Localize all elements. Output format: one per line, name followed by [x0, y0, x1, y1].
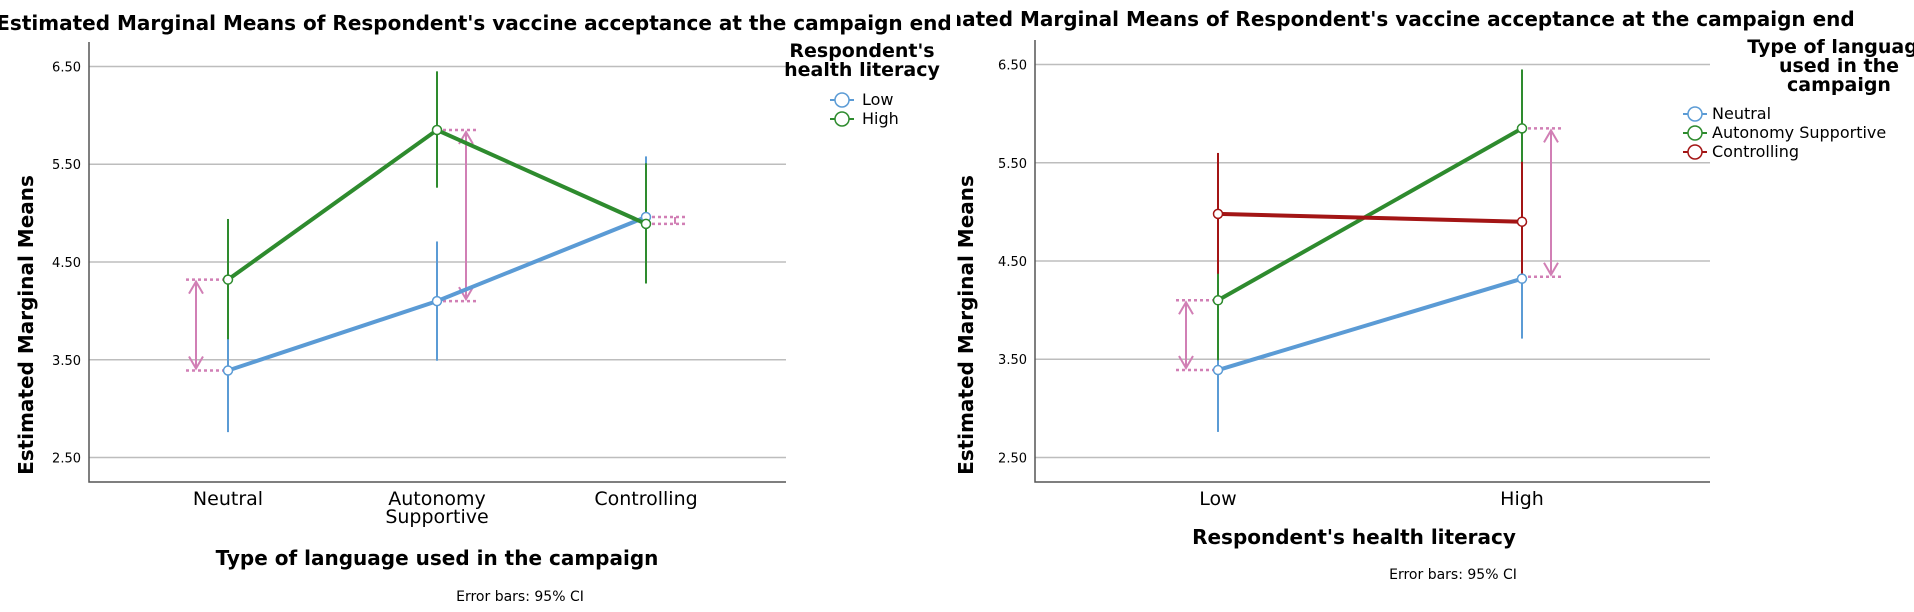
grid: [1035, 63, 1710, 459]
y-axis-title: Estimated Marginal Means: [957, 175, 978, 475]
chart-panel-left: Estimated Marginal Means of Respondent's…: [0, 11, 952, 605]
legend-marker: [1687, 144, 1703, 160]
data-point: [1212, 364, 1224, 376]
legend-label: Neutral: [1712, 104, 1771, 123]
difference-arrow: [1176, 299, 1218, 372]
chart-title: Estimated Marginal Means of Respondent's…: [0, 11, 952, 35]
difference-arrow: [1522, 127, 1561, 278]
y-tick-label: 6.50: [998, 59, 1027, 74]
y-tick-label: 6.50: [52, 60, 81, 75]
legend-item: Low: [830, 90, 894, 109]
markers: [222, 124, 652, 376]
x-tick-label: Neutral: [193, 488, 263, 510]
axis-line: [88, 42, 786, 483]
y-tick-label: 5.50: [998, 157, 1027, 172]
data-point: [1516, 123, 1528, 134]
y-tick-label: 3.50: [998, 353, 1027, 368]
y-tick-label: 5.50: [52, 158, 81, 173]
legend-marker: [834, 111, 850, 127]
series-lines: [1217, 126, 1523, 372]
data-point: [1212, 295, 1224, 306]
x-tick-labels: Neutral Autonomy Supportive Controlling: [193, 488, 698, 528]
difference-arrow: [186, 278, 228, 372]
legend-item: Neutral: [1683, 104, 1771, 123]
footnote: Error bars: 95% CI: [456, 589, 584, 605]
y-tick-label: 2.50: [52, 452, 81, 467]
data-point: [222, 365, 234, 376]
y-tick-labels: 2.50 3.50 4.50 5.50 6.50: [998, 59, 1027, 467]
x-tick-labels: Low High: [1199, 488, 1544, 510]
x-tick-label: Low: [1199, 488, 1236, 510]
y-tick-label: 4.50: [52, 256, 81, 271]
y-tick-label: 3.50: [52, 354, 81, 369]
legend-marker: [1687, 125, 1703, 141]
x-tick-label: Controlling: [594, 488, 697, 510]
legend-label: Low: [862, 90, 894, 109]
legend-marker: [834, 92, 850, 108]
series-line: [1217, 126, 1523, 303]
y-tick-label: 2.50: [998, 451, 1027, 466]
data-point: [1516, 216, 1528, 227]
legend-item: Controlling: [1683, 142, 1799, 161]
legend: Type of language used in the campaign Neutr…: [1683, 36, 1914, 161]
plot-frame: [1034, 40, 1710, 483]
footnote: Error bars: 95% CI: [1389, 567, 1517, 583]
error-bars: [1217, 69, 1523, 432]
difference-arrows: [186, 128, 685, 372]
x-axis-title: Type of language used in the campaign: [216, 546, 659, 570]
legend-label: High: [862, 109, 899, 128]
legend-label: Autonomy Supportive: [1712, 123, 1886, 142]
data-point: [431, 124, 443, 136]
legend-label: Controlling: [1712, 142, 1799, 161]
difference-arrow: [646, 215, 685, 226]
x-tick-label: Autonomy Supportive: [385, 488, 488, 528]
chart-panel-right: Estimated Marginal Means of Respondent's…: [957, 0, 1914, 612]
x-tick-label: High: [1500, 488, 1544, 510]
y-tick-labels: 2.50 3.50 4.50 5.50 6.50: [52, 60, 81, 466]
legend-item: High: [830, 109, 899, 128]
legend-title: Respondent's health literacy: [784, 40, 940, 81]
legend-item: Autonomy Supportive: [1683, 123, 1886, 142]
plot-frame: [88, 42, 786, 483]
y-axis-title: Estimated Marginal Means: [14, 175, 38, 475]
axis-line: [1034, 40, 1710, 483]
legend-title: Type of language used in the campaign: [1747, 36, 1914, 96]
x-axis-title: Respondent's health literacy: [1192, 525, 1516, 549]
legend-marker: [1687, 106, 1703, 122]
markers: [1212, 123, 1528, 376]
series-line: [1217, 276, 1523, 372]
difference-arrows: [1176, 127, 1561, 372]
y-tick-label: 4.50: [998, 255, 1027, 270]
series-line: [1217, 211, 1523, 224]
data-point: [640, 218, 652, 230]
difference-arrow: [437, 128, 476, 303]
data-point: [1212, 208, 1224, 220]
data-point: [222, 274, 234, 285]
chart-title: Estimated Marginal Means of Respondent's…: [957, 7, 1855, 31]
data-point: [431, 295, 443, 307]
data-point: [1516, 273, 1528, 284]
